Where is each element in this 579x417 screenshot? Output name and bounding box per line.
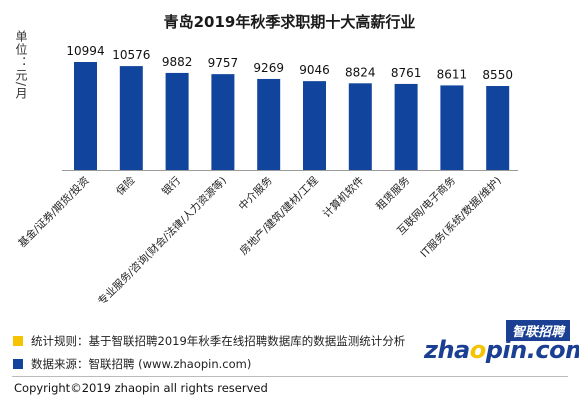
x-tick-label: 基金/证券/期货/投资 (16, 174, 92, 250)
bar (165, 72, 189, 170)
logo-cn-text: 智联招聘 (505, 320, 570, 341)
data-label: 9269 (253, 61, 284, 75)
bar (394, 83, 418, 170)
data-label: 10576 (112, 48, 150, 62)
x-tick-label: 房地产/建筑/建材/工程 (237, 174, 321, 258)
data-label: 8611 (437, 67, 468, 81)
bar (257, 78, 281, 170)
data-source-note: 数据来源：智联招聘 (www.zhaopin.com) (13, 356, 251, 372)
data-label: 10994 (66, 44, 104, 58)
bar-chart: 10994 基金/证券/期货/投资 10576 保险 9882 银行 9757 专业服务/咨询… (16, 44, 518, 308)
data-label: 8550 (482, 68, 513, 82)
bar (211, 74, 235, 170)
x-tick-label: 计算机软件 (320, 174, 366, 220)
copyright-text: Copyright©2019 zhaopin all rights reserv… (14, 381, 268, 395)
bar (440, 85, 464, 170)
bar (303, 81, 326, 170)
chart-title: 青岛2019年秋季求职期十大高薪行业 (163, 13, 416, 31)
stat-rule-note: 统计规则：基于智联招聘2019年秋季在线招聘数据库的数据监测统计分析 (13, 333, 405, 349)
bar (119, 66, 143, 170)
x-tick-label: 租赁服务 (373, 174, 412, 213)
blue-square-icon (13, 359, 23, 369)
bar (348, 83, 372, 170)
bar (74, 62, 97, 170)
data-source-text: 数据来源：智联招聘 (www.zhaopin.com) (31, 357, 252, 371)
x-tick-label: 中介服务 (236, 174, 275, 213)
x-tick-label: 银行 (159, 174, 183, 198)
data-label: 9882 (162, 55, 193, 69)
x-tick-label: IT服务(系统/数据/维护) (418, 174, 504, 260)
data-label: 9046 (299, 63, 330, 77)
zhaopin-logo: 智联招聘 zhaopin.com (424, 320, 579, 368)
data-label: 8761 (391, 66, 422, 80)
divider (12, 376, 568, 377)
y-axis-label: 单位：元/月 (14, 30, 28, 101)
logo-en-text: zhaopin.com (424, 336, 579, 364)
x-tick-label: 保险 (113, 174, 137, 198)
bar (486, 86, 510, 170)
data-label: 8824 (345, 65, 376, 79)
yellow-square-icon (13, 336, 23, 346)
data-label: 9757 (208, 56, 239, 70)
stat-rule-text: 统计规则：基于智联招聘2019年秋季在线招聘数据库的数据监测统计分析 (31, 334, 406, 348)
x-tick-label: 专业服务/咨询(财会/法律/人力资源等) (95, 174, 229, 308)
